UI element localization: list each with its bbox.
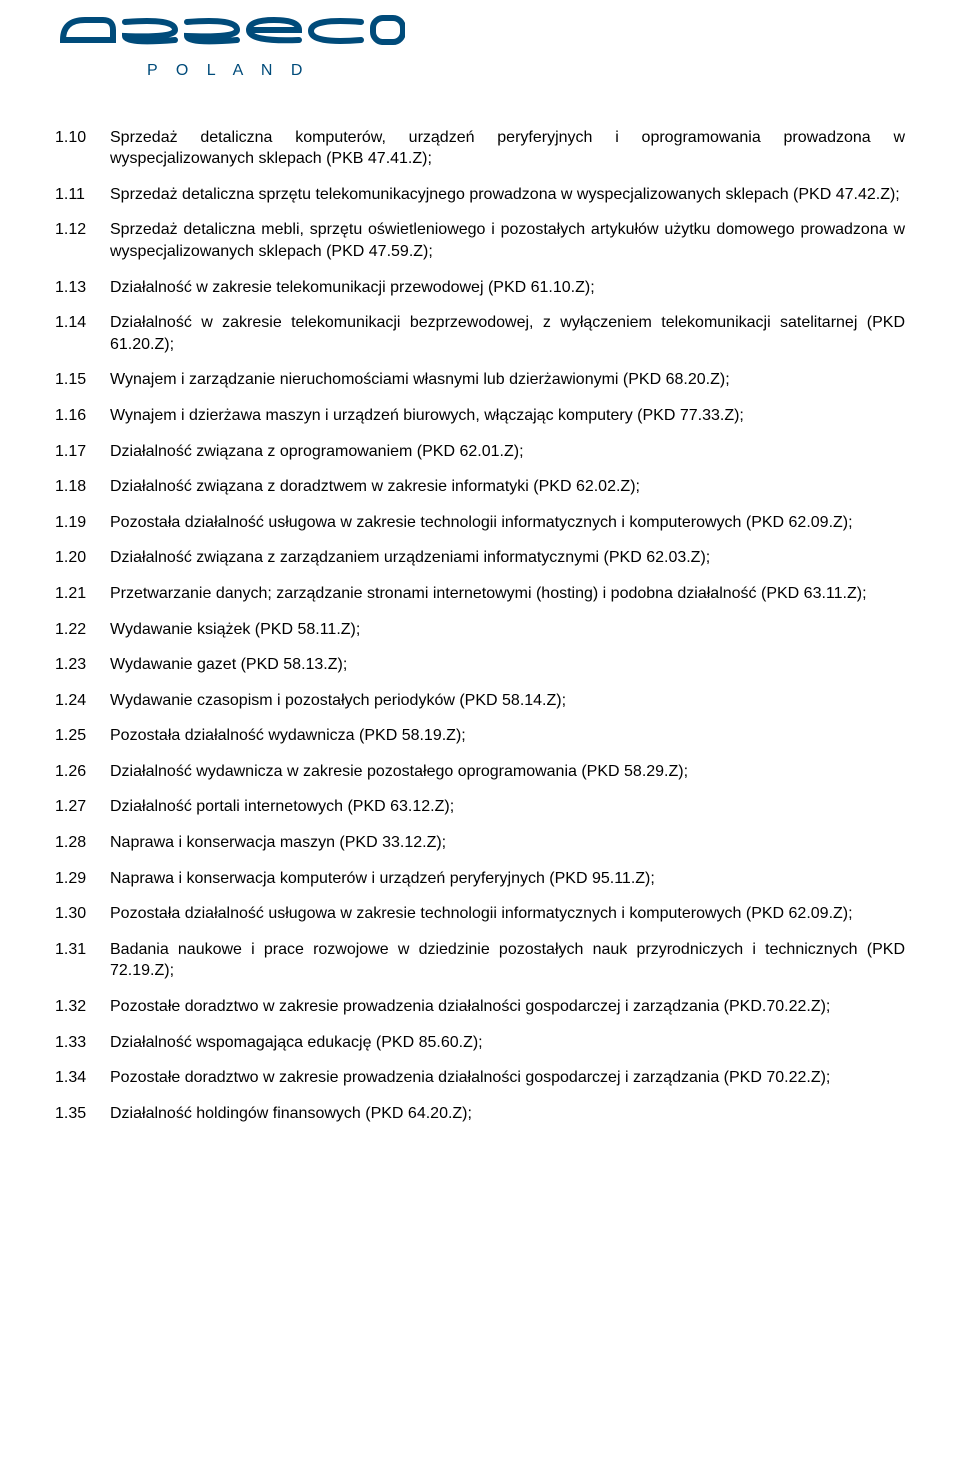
company-logo: P O L A N D xyxy=(55,10,905,92)
list-item-text: Działalność w zakresie telekomunikacji b… xyxy=(110,312,905,355)
list-item: 1.13Działalność w zakresie telekomunikac… xyxy=(55,277,905,299)
list-item-number: 1.21 xyxy=(55,583,110,605)
numbered-list: 1.10Sprzedaż detaliczna komputerów, urzą… xyxy=(55,127,905,1125)
list-item-text: Wydawanie czasopism i pozostałych period… xyxy=(110,690,905,712)
list-item-text: Wynajem i dzierżawa maszyn i urządzeń bi… xyxy=(110,405,905,427)
list-item: 1.10Sprzedaż detaliczna komputerów, urzą… xyxy=(55,127,905,170)
document-page: P O L A N D 1.10Sprzedaż detaliczna komp… xyxy=(0,0,960,1178)
list-item: 1.19Pozostała działalność usługowa w zak… xyxy=(55,512,905,534)
list-item: 1.17Działalność związana z oprogramowani… xyxy=(55,441,905,463)
list-item-text: Działalność portali internetowych (PKD 6… xyxy=(110,796,905,818)
list-item: 1.35Działalność holdingów finansowych (P… xyxy=(55,1103,905,1125)
list-item: 1.16Wynajem i dzierżawa maszyn i urządze… xyxy=(55,405,905,427)
list-item-number: 1.17 xyxy=(55,441,110,463)
list-item: 1.11Sprzedaż detaliczna sprzętu telekomu… xyxy=(55,184,905,206)
list-item: 1.27Działalność portali internetowych (P… xyxy=(55,796,905,818)
list-item-number: 1.34 xyxy=(55,1067,110,1089)
list-item-number: 1.18 xyxy=(55,476,110,498)
list-item: 1.21Przetwarzanie danych; zarządzanie st… xyxy=(55,583,905,605)
list-item-text: Pozostała działalność wydawnicza (PKD 58… xyxy=(110,725,905,747)
list-item: 1.20Działalność związana z zarządzaniem … xyxy=(55,547,905,569)
list-item: 1.18Działalność związana z doradztwem w … xyxy=(55,476,905,498)
list-item-text: Badania naukowe i prace rozwojowe w dzie… xyxy=(110,939,905,982)
list-item-text: Wynajem i zarządzanie nieruchomościami w… xyxy=(110,369,905,391)
list-item-text: Działalność związana z doradztwem w zakr… xyxy=(110,476,905,498)
list-item-text: Działalność związana z oprogramowaniem (… xyxy=(110,441,905,463)
list-item-text: Pozostała działalność usługowa w zakresi… xyxy=(110,512,905,534)
list-item-number: 1.22 xyxy=(55,619,110,641)
list-item-number: 1.35 xyxy=(55,1103,110,1125)
list-item-text: Wydawanie książek (PKD 58.11.Z); xyxy=(110,619,905,641)
list-item-text: Działalność związana z zarządzaniem urzą… xyxy=(110,547,905,569)
list-item-text: Sprzedaż detaliczna sprzętu telekomunika… xyxy=(110,184,905,206)
list-item-text: Naprawa i konserwacja maszyn (PKD 33.12.… xyxy=(110,832,905,854)
list-item-number: 1.33 xyxy=(55,1032,110,1054)
list-item: 1.12Sprzedaż detaliczna mebli, sprzętu o… xyxy=(55,219,905,262)
list-item: 1.25Pozostała działalność wydawnicza (PK… xyxy=(55,725,905,747)
list-item-text: Przetwarzanie danych; zarządzanie strona… xyxy=(110,583,905,605)
list-item: 1.29Naprawa i konserwacja komputerów i u… xyxy=(55,868,905,890)
list-item-number: 1.29 xyxy=(55,868,110,890)
list-item-text: Działalność wspomagająca edukację (PKD 8… xyxy=(110,1032,905,1054)
list-item-number: 1.31 xyxy=(55,939,110,961)
list-item-number: 1.25 xyxy=(55,725,110,747)
list-item-number: 1.24 xyxy=(55,690,110,712)
list-item: 1.33Działalność wspomagająca edukację (P… xyxy=(55,1032,905,1054)
list-item-number: 1.11 xyxy=(55,184,110,206)
list-item-number: 1.20 xyxy=(55,547,110,569)
list-item: 1.30Pozostała działalność usługowa w zak… xyxy=(55,903,905,925)
list-item-text: Naprawa i konserwacja komputerów i urząd… xyxy=(110,868,905,890)
list-item: 1.26Działalność wydawnicza w zakresie po… xyxy=(55,761,905,783)
list-item-number: 1.28 xyxy=(55,832,110,854)
list-item-text: Działalność w zakresie telekomunikacji p… xyxy=(110,277,905,299)
list-item-text: Sprzedaż detaliczna mebli, sprzętu oświe… xyxy=(110,219,905,262)
list-item-number: 1.23 xyxy=(55,654,110,676)
list-item-number: 1.14 xyxy=(55,312,110,334)
list-item-number: 1.26 xyxy=(55,761,110,783)
asseco-poland-logo-icon: P O L A N D xyxy=(55,10,405,85)
list-item-text: Pozostałe doradztwo w zakresie prowadzen… xyxy=(110,996,905,1018)
list-item: 1.14Działalność w zakresie telekomunikac… xyxy=(55,312,905,355)
list-item-number: 1.27 xyxy=(55,796,110,818)
list-item-number: 1.12 xyxy=(55,219,110,241)
list-item: 1.31Badania naukowe i prace rozwojowe w … xyxy=(55,939,905,982)
list-item-number: 1.15 xyxy=(55,369,110,391)
list-item: 1.32Pozostałe doradztwo w zakresie prowa… xyxy=(55,996,905,1018)
list-item-number: 1.10 xyxy=(55,127,110,149)
list-item: 1.15Wynajem i zarządzanie nieruchomościa… xyxy=(55,369,905,391)
list-item-number: 1.30 xyxy=(55,903,110,925)
list-item-text: Działalność wydawnicza w zakresie pozost… xyxy=(110,761,905,783)
list-item-number: 1.32 xyxy=(55,996,110,1018)
list-item: 1.23Wydawanie gazet (PKD 58.13.Z); xyxy=(55,654,905,676)
list-item: 1.34Pozostałe doradztwo w zakresie prowa… xyxy=(55,1067,905,1089)
list-item: 1.24Wydawanie czasopism i pozostałych pe… xyxy=(55,690,905,712)
list-item: 1.22Wydawanie książek (PKD 58.11.Z); xyxy=(55,619,905,641)
list-item-text: Pozostała działalność usługowa w zakresi… xyxy=(110,903,905,925)
list-item-number: 1.16 xyxy=(55,405,110,427)
list-item-number: 1.19 xyxy=(55,512,110,534)
logo-subtext: P O L A N D xyxy=(147,62,309,79)
list-item-number: 1.13 xyxy=(55,277,110,299)
list-item-text: Sprzedaż detaliczna komputerów, urządzeń… xyxy=(110,127,905,170)
list-item: 1.28Naprawa i konserwacja maszyn (PKD 33… xyxy=(55,832,905,854)
list-item-text: Działalność holdingów finansowych (PKD 6… xyxy=(110,1103,905,1125)
list-item-text: Pozostałe doradztwo w zakresie prowadzen… xyxy=(110,1067,905,1089)
list-item-text: Wydawanie gazet (PKD 58.13.Z); xyxy=(110,654,905,676)
